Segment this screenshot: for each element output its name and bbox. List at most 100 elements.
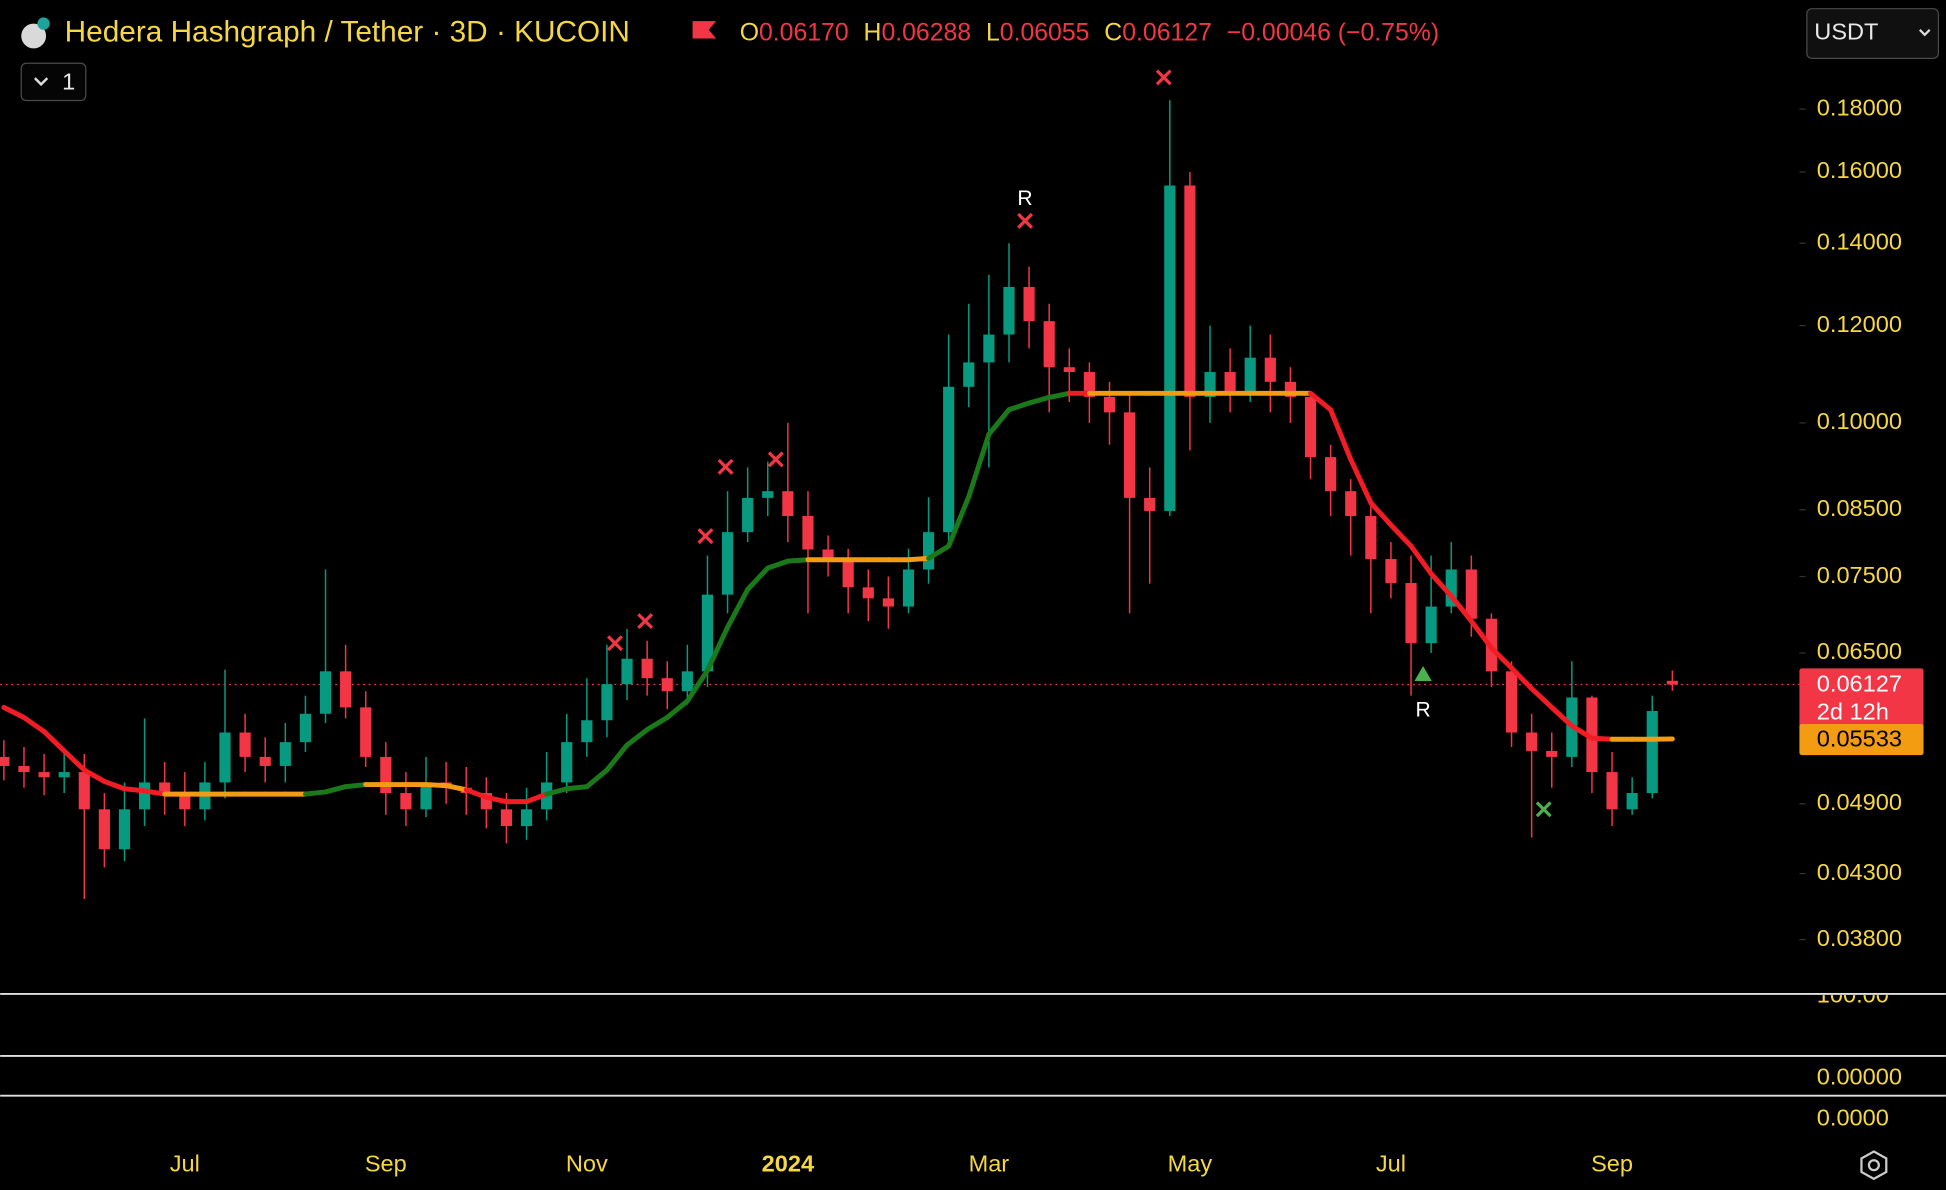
currency-label[interactable]: USDT bbox=[1814, 19, 1878, 45]
candle-body bbox=[983, 334, 995, 363]
x-tick-label: Jul bbox=[1376, 1150, 1406, 1176]
candle-body bbox=[58, 772, 70, 778]
ohlc-values: O0.06170 H0.06288 L0.06055 C0.06127 −0.00046… bbox=[740, 19, 1439, 46]
candle-body bbox=[1385, 559, 1397, 583]
candle-body bbox=[139, 782, 151, 810]
flag-icon[interactable] bbox=[692, 21, 717, 39]
moving-average-segment bbox=[1368, 500, 1394, 528]
button-box[interactable] bbox=[20, 62, 87, 102]
signal-cross bbox=[637, 613, 654, 630]
settings-icon[interactable] bbox=[1860, 1150, 1888, 1181]
moving-average-segment bbox=[1509, 665, 1535, 692]
candle-body bbox=[1043, 321, 1055, 368]
ohlc-value: 0.06170 bbox=[759, 19, 849, 46]
candle-body bbox=[902, 569, 915, 607]
currency-select[interactable]: USDT bbox=[1806, 8, 1940, 59]
y-tick-label: 0.18000 bbox=[1817, 94, 1902, 120]
moving-average-segment bbox=[745, 565, 771, 592]
signal-cross bbox=[717, 458, 734, 475]
y-tick-label: 0.03800 bbox=[1817, 925, 1902, 951]
panel-scale-label: 100.00 bbox=[1817, 982, 1889, 1008]
moving-average-segment bbox=[1308, 390, 1334, 413]
moving-average-segment bbox=[1448, 593, 1474, 624]
moving-average-segment bbox=[946, 494, 972, 549]
moving-average-segment bbox=[725, 587, 751, 630]
candle-body bbox=[480, 793, 492, 810]
candle-body bbox=[742, 497, 754, 533]
signal-cross bbox=[607, 635, 623, 652]
candle-body bbox=[1184, 185, 1196, 397]
candle-body bbox=[1003, 286, 1015, 335]
settings-dot[interactable] bbox=[1867, 1159, 1880, 1172]
symbol-logo bbox=[21, 23, 47, 49]
moving-average-segment bbox=[443, 783, 469, 793]
y-tick-label: 0.10000 bbox=[1817, 408, 1902, 434]
settings-hex[interactable] bbox=[1860, 1150, 1888, 1181]
moving-average-segment bbox=[1328, 407, 1354, 462]
signal-marker bbox=[767, 451, 784, 468]
moving-average-segment bbox=[1026, 394, 1052, 406]
x-tick-label: Nov bbox=[566, 1150, 608, 1176]
signal-marker bbox=[697, 528, 714, 545]
candle-body bbox=[641, 658, 653, 679]
candle-body bbox=[1063, 367, 1075, 373]
y-tick-label: 0.07500 bbox=[1817, 562, 1902, 588]
candle-body bbox=[842, 561, 854, 588]
moving-average-segment bbox=[966, 431, 992, 500]
layout-button[interactable]: 1 bbox=[20, 62, 87, 102]
x-tick-label: Mar bbox=[969, 1150, 1010, 1176]
candle-body bbox=[1204, 372, 1216, 397]
candle-body bbox=[420, 782, 432, 810]
moving-average-segment bbox=[1549, 704, 1575, 729]
moving-average-segment bbox=[1428, 571, 1454, 599]
candle-body bbox=[1224, 372, 1236, 392]
candle-body bbox=[400, 793, 412, 810]
candle-body bbox=[963, 362, 975, 387]
chevron bbox=[34, 77, 49, 87]
candle-body bbox=[1164, 185, 1176, 511]
currency-box[interactable] bbox=[1806, 8, 1940, 59]
candle-body bbox=[98, 809, 110, 850]
candle-body bbox=[520, 809, 533, 827]
ohlc-key: C bbox=[1104, 19, 1122, 46]
moving-average-segment bbox=[101, 778, 127, 792]
candle-body bbox=[721, 532, 734, 595]
moving-average-segment bbox=[765, 558, 791, 571]
signal-marker bbox=[1155, 69, 1172, 86]
last-price-label: 0.06127 bbox=[1817, 670, 1902, 696]
moving-average-segment bbox=[1529, 686, 1555, 710]
ohlc-change: −0.00046 (−0.75%) bbox=[1227, 19, 1439, 46]
annotation: R bbox=[1017, 187, 1032, 210]
candle-body bbox=[802, 516, 814, 550]
symbol-title[interactable]: Hedera Hashgraph / Tether · 3D · KUCOIN bbox=[65, 15, 630, 48]
ohlc-key: O bbox=[740, 19, 759, 46]
moving-average-segment bbox=[343, 782, 369, 790]
candle-body bbox=[621, 658, 633, 685]
candle-body bbox=[661, 678, 673, 692]
ohlc-value: 0.06055 bbox=[1000, 19, 1090, 46]
y-tick-label: 0.04900 bbox=[1817, 789, 1902, 815]
candle-body bbox=[279, 742, 291, 766]
moving-average-segment bbox=[61, 748, 87, 773]
moving-average-segment bbox=[81, 767, 107, 784]
candle-body bbox=[1586, 697, 1598, 773]
moving-average-segment bbox=[986, 407, 1012, 437]
moving-average-segment bbox=[684, 667, 710, 704]
moving-average-segment bbox=[624, 727, 650, 748]
y-tick-label: 0.14000 bbox=[1817, 228, 1902, 254]
candle-body bbox=[1505, 671, 1518, 733]
candle-body bbox=[1244, 357, 1256, 392]
candle-body bbox=[681, 671, 693, 692]
candle-body bbox=[1325, 457, 1337, 492]
moving-average-segment bbox=[323, 784, 349, 795]
y-tick-label: 0.06500 bbox=[1817, 638, 1902, 664]
candle-body bbox=[1284, 381, 1296, 397]
ohlc-value: 0.06127 bbox=[1122, 19, 1212, 46]
plot-area bbox=[0, 69, 1806, 941]
x-tick-label: Jul bbox=[170, 1150, 200, 1176]
countdown-label: 2d 12h bbox=[1817, 698, 1889, 724]
candle-body bbox=[1083, 372, 1095, 397]
button-label[interactable]: 1 bbox=[62, 68, 75, 94]
ma-price-badge bbox=[1799, 724, 1924, 756]
candle-body bbox=[922, 532, 935, 570]
